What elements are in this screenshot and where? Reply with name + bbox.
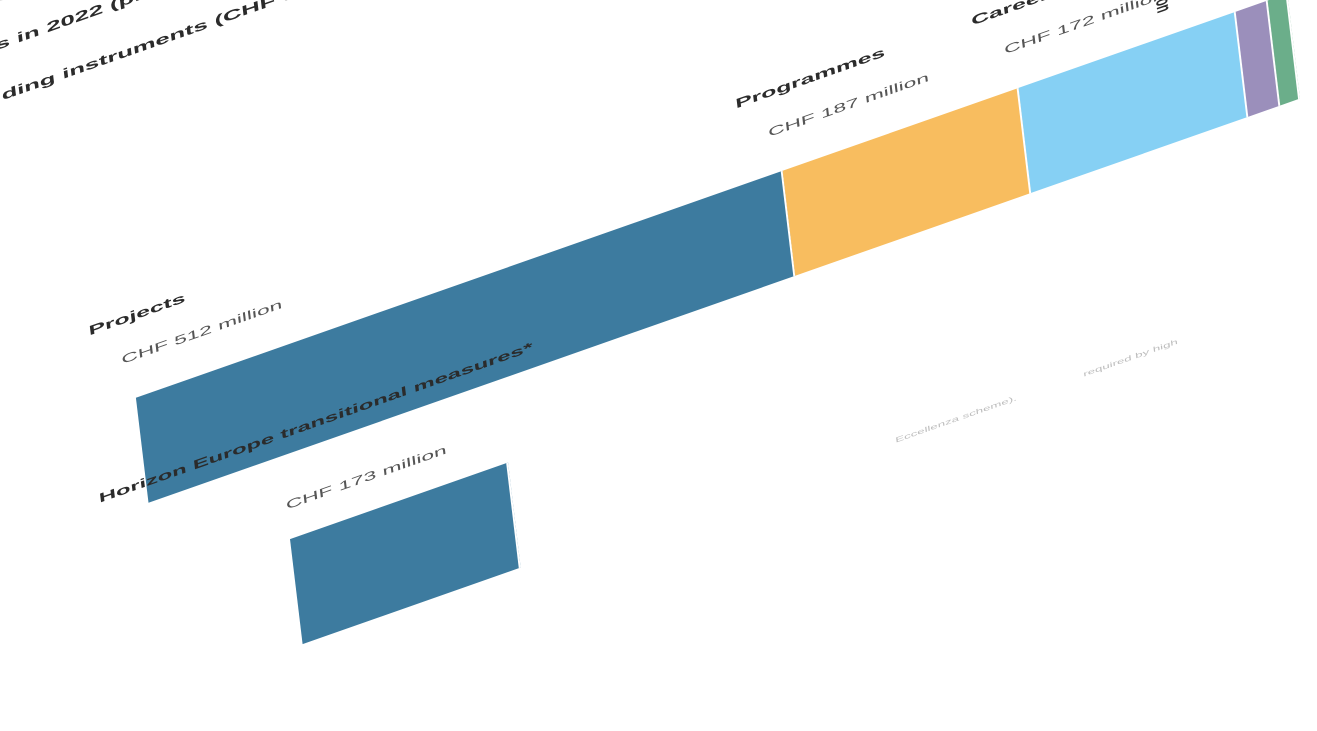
footnote-right: required by high [1082, 337, 1179, 379]
category-label-careers: Careers [970, 0, 1064, 29]
category-label-projects: Projects [87, 289, 187, 339]
footnote-left: Eccellenza scheme). [894, 393, 1018, 445]
chart-scene: s in 2022 (preliminary figures) ding ins… [0, 0, 1300, 645]
